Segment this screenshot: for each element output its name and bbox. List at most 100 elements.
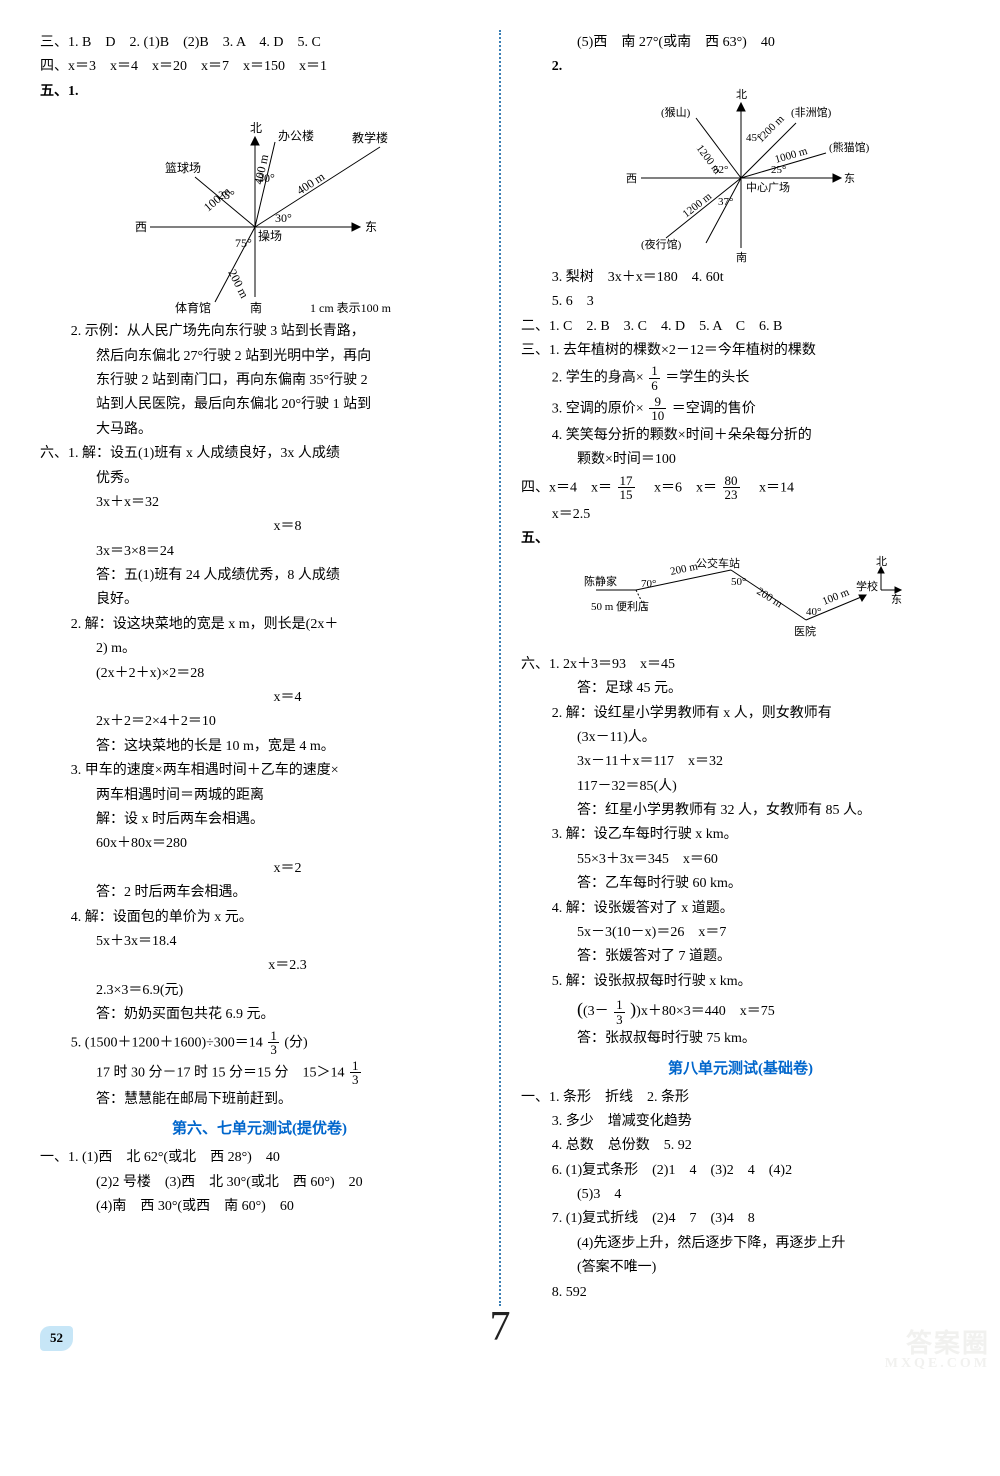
text: (3x－11)人。 xyxy=(521,727,960,749)
text: 3. 空调的原价× 910 ＝空调的售价 xyxy=(521,395,960,423)
text: 117－32＝85(人) xyxy=(521,776,960,798)
fraction: 16 xyxy=(649,364,660,392)
fraction: 1715 xyxy=(618,474,635,502)
text: 答：张媛答对了 7 道题。 xyxy=(521,946,960,968)
text: 优秀。 xyxy=(40,468,479,490)
svg-text:学校: 学校 xyxy=(856,579,878,593)
handwritten-number: 7 xyxy=(490,1294,511,1361)
diagram-compass-school: 北 南 东 西 办公楼 教学楼 篮球场 体育馆 操场 25° 30° 30° 7… xyxy=(100,107,420,317)
diagram-route: 陈静家 50 m 便利店 公交车站 医院 学校 70° 50° 40° 200 … xyxy=(576,555,906,650)
text: 5. 解：设张叔叔每时行驶 x km。 xyxy=(521,971,960,993)
text: 一、1. 条形 折线 2. 条形 xyxy=(521,1087,960,1109)
text: 答：这块菜地的长是 10 m，宽是 4 m。 xyxy=(40,736,479,758)
text: 4. 解：设张媛答对了 x 道题。 xyxy=(521,898,960,920)
text: 五、 xyxy=(521,528,960,550)
text: 2. 解：设这块菜地的宽是 x m，则长是(2x＋ xyxy=(40,614,479,636)
svg-text:北: 北 xyxy=(736,88,747,101)
text: x＝4 xyxy=(40,687,479,709)
text: 解：设 x 时后两车会相遇。 xyxy=(40,809,479,831)
page-columns: 三、1. B D 2. (1)B (2)B 3. A 4. D 5. C 四、x… xyxy=(40,30,960,1306)
svg-text:东: 东 xyxy=(891,593,902,606)
page-footer: 52 7 答案圈 MXQE.COM xyxy=(40,1326,960,1351)
text: 答：红星小学男教师有 32 人，女教师有 85 人。 xyxy=(521,800,960,822)
text: 四、x＝4 x＝ xyxy=(521,480,612,495)
text: 17 时 30 分－17 时 15 分＝15 分 15＞14 13 xyxy=(40,1059,479,1087)
left-column: 三、1. B D 2. (1)B (2)B 3. A 4. D 5. C 四、x… xyxy=(40,30,479,1306)
svg-text:医院: 医院 xyxy=(794,624,816,638)
text: 5. (1500＋1200＋1600)÷300＝14 xyxy=(71,1035,263,1050)
text: (4)先逐步上升，然后逐步下降，再逐步上升 xyxy=(521,1233,960,1255)
svg-text:30°: 30° xyxy=(275,211,292,225)
text: x＝14 xyxy=(745,480,794,495)
svg-text:1200 m: 1200 m xyxy=(754,113,786,145)
text: x＝2 xyxy=(40,858,479,880)
text: 三、1. 去年植树的棵数×2－12＝今年植树的棵数 xyxy=(521,340,960,362)
text: 答：乙车每时行驶 60 km。 xyxy=(521,873,960,895)
svg-text:(夜行馆): (夜行馆) xyxy=(641,237,682,251)
text: 4. 解：设面包的单价为 x 元。 xyxy=(40,907,479,929)
text: ＝学生的头长 xyxy=(665,371,749,386)
text: 3. 多少 增减变化趋势 xyxy=(521,1111,960,1133)
text: (2)2 号楼 (3)西 北 30°(或北 西 60°) 20 xyxy=(40,1172,479,1194)
text: x＝6 x＝ xyxy=(640,480,717,495)
text: x＝2.5 xyxy=(521,504,960,526)
text: 答：张叔叔每时行驶 75 km。 xyxy=(521,1028,960,1050)
svg-text:陈静家: 陈静家 xyxy=(584,574,617,588)
svg-text:40°: 40° xyxy=(806,606,821,618)
text: (答案不唯一) xyxy=(521,1257,960,1279)
text: 3x－11＋x＝117 x＝32 xyxy=(521,751,960,773)
text: 然后向东偏北 27°行驶 2 站到光明中学，再向 xyxy=(40,346,479,368)
text: 3x＝3×8＝24 xyxy=(40,541,479,563)
svg-text:25°: 25° xyxy=(771,164,786,176)
watermark-text: 答案圈 xyxy=(885,1331,990,1357)
fraction: 8023 xyxy=(723,474,740,502)
text: (3－ xyxy=(583,1004,609,1019)
text: 2. 示例：从人民广场先向东行驶 3 站到长青路， xyxy=(40,321,479,343)
svg-text:西: 西 xyxy=(135,220,147,234)
fraction: 13 xyxy=(350,1059,361,1087)
svg-text:(熊猫馆): (熊猫馆) xyxy=(829,140,870,154)
section-title: 第八单元测试(基础卷) xyxy=(521,1057,960,1081)
svg-text:体育馆: 体育馆 xyxy=(175,300,211,315)
right-column: (5)西 南 27°(或南 西 63°) 40 2. 北 南 东 西 (猴山) xyxy=(521,30,960,1306)
text: x＝8 xyxy=(40,516,479,538)
text: 颗数×时间＝100 xyxy=(521,449,960,471)
text: )x＋80×3＝440 x＝75 xyxy=(636,1004,775,1019)
fraction: 910 xyxy=(649,395,666,423)
text: (分) xyxy=(284,1035,307,1050)
text: 四、x＝4 x＝ 1715 x＝6 x＝ 8023 x＝14 xyxy=(521,474,960,502)
text: 3. 解：设乙车每时行驶 x km。 xyxy=(521,824,960,846)
text: 2. xyxy=(521,56,960,78)
svg-text:75°: 75° xyxy=(235,236,252,250)
svg-text:(非洲馆): (非洲馆) xyxy=(791,105,832,119)
text: 5x－3(10－x)＝26 x＝7 xyxy=(521,922,960,944)
text: 3. 空调的原价× xyxy=(552,401,644,416)
svg-text:1200 m: 1200 m xyxy=(680,190,714,220)
text: 答：五(1)班有 24 人成绩优秀，8 人成绩 xyxy=(40,565,479,587)
text: 17 时 30 分－17 时 15 分＝15 分 15＞14 xyxy=(96,1065,345,1080)
text: (5)西 南 27°(或南 西 63°) 40 xyxy=(521,32,960,54)
svg-text:中心广场: 中心广场 xyxy=(746,180,790,194)
svg-text:北: 北 xyxy=(876,555,887,568)
text: 5. 6 3 xyxy=(521,291,960,313)
diagram-zoo: 北 南 东 西 (猴山) (非洲馆) (熊猫馆) (夜行馆) 中心广场 45° … xyxy=(591,83,891,263)
text: 两车相遇时间＝两城的距离 xyxy=(40,785,479,807)
text: 3. 梨树 3x＋x＝180 4. 60t xyxy=(521,267,960,289)
text: 答：足球 45 元。 xyxy=(521,678,960,700)
svg-text:教学楼: 教学楼 xyxy=(352,130,388,145)
text: 2x＋2＝2×4＋2＝10 xyxy=(40,711,479,733)
text: 六、1. 2x＋3＝93 x＝45 xyxy=(521,654,960,676)
text: (5)3 4 xyxy=(521,1184,960,1206)
svg-text:200 m: 200 m xyxy=(754,585,784,610)
text: (4)南 西 30°(或西 南 60°) 60 xyxy=(40,1196,479,1218)
svg-text:(猴山): (猴山) xyxy=(661,105,691,119)
svg-text:50°: 50° xyxy=(731,576,746,588)
svg-text:篮球场: 篮球场 xyxy=(165,160,201,175)
text: 答：慧慧能在邮局下班前赶到。 xyxy=(40,1089,479,1111)
text: 六、1. 解：设五(1)班有 x 人成绩良好，3x 人成绩 xyxy=(40,443,479,465)
text: 东行驶 2 站到南门口，再向东偏南 35°行驶 2 xyxy=(40,370,479,392)
svg-text:南: 南 xyxy=(250,300,262,315)
svg-text:西: 西 xyxy=(626,173,637,185)
text: 2. 学生的身高× xyxy=(552,371,644,386)
text: 2. 解：设红星小学男教师有 x 人，则女教师有 xyxy=(521,703,960,725)
